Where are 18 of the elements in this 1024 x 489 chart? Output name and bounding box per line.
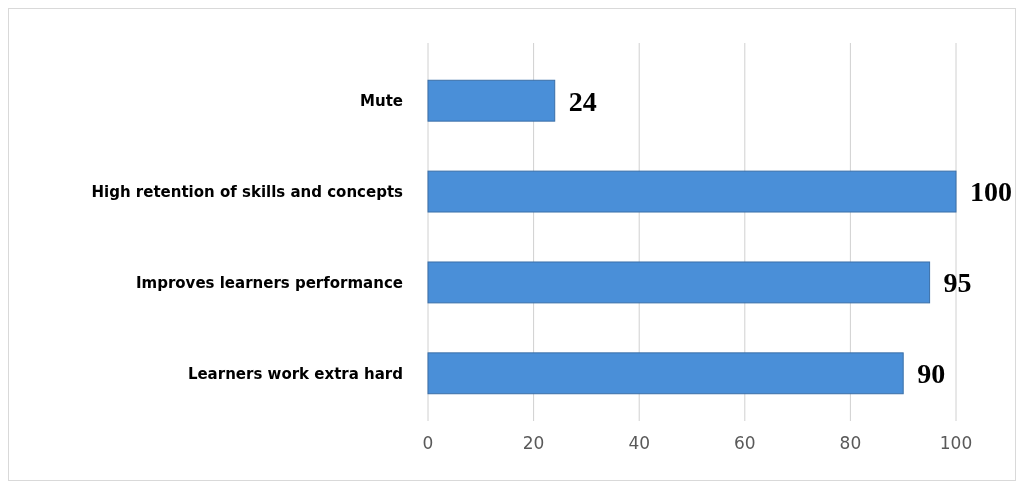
data-label: 24 bbox=[568, 85, 597, 117]
bar bbox=[427, 352, 904, 395]
x-tick-label: 80 bbox=[839, 433, 862, 453]
bar bbox=[427, 170, 957, 213]
y-tick-label: Improves learners performance bbox=[135, 273, 403, 292]
bar bbox=[427, 79, 556, 122]
data-label: 90 bbox=[917, 358, 946, 390]
y-tick-label: Learners work extra hard bbox=[187, 364, 403, 383]
x-tick-label: 0 bbox=[422, 433, 434, 453]
data-label: 100 bbox=[970, 176, 1012, 208]
x-tick-label: 40 bbox=[628, 433, 651, 453]
x-tick-label: 100 bbox=[939, 433, 973, 453]
bar bbox=[427, 261, 931, 304]
y-tick-label: High retention of skills and concepts bbox=[91, 182, 404, 201]
data-label: 95 bbox=[943, 267, 972, 299]
y-tick-label: Mute bbox=[360, 91, 403, 110]
x-tick-label: 20 bbox=[522, 433, 545, 453]
x-tick-label: 60 bbox=[733, 433, 756, 453]
